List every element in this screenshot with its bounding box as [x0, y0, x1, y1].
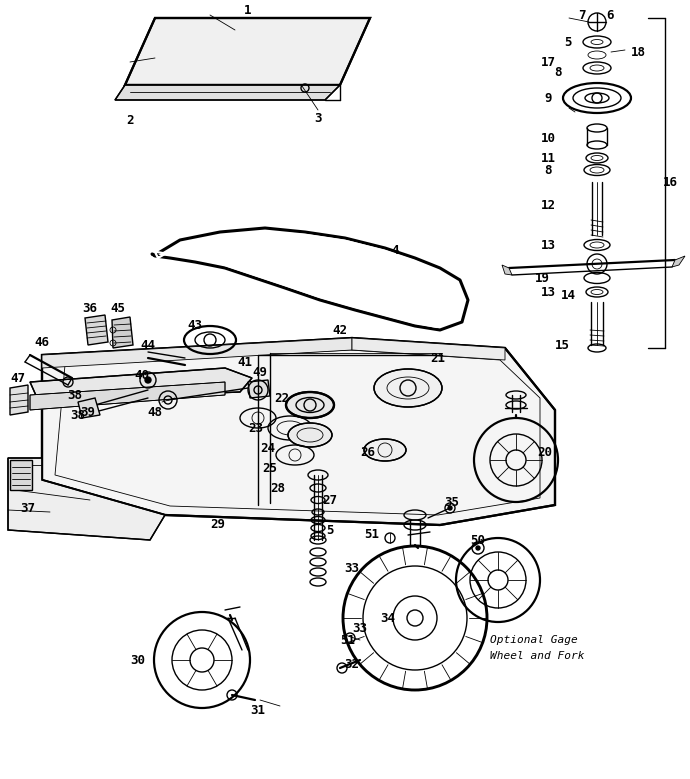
- Polygon shape: [42, 338, 555, 525]
- Ellipse shape: [374, 369, 442, 407]
- Text: 13: 13: [540, 238, 555, 252]
- Circle shape: [448, 506, 452, 510]
- Ellipse shape: [364, 439, 406, 461]
- Polygon shape: [10, 385, 28, 415]
- Text: 13: 13: [540, 285, 555, 298]
- Text: 46: 46: [34, 336, 50, 348]
- Text: 21: 21: [431, 351, 446, 365]
- Text: 9: 9: [544, 91, 552, 104]
- Text: 47: 47: [10, 372, 26, 385]
- Polygon shape: [78, 398, 100, 418]
- Text: 25: 25: [262, 461, 277, 474]
- Text: 16: 16: [662, 175, 678, 189]
- Polygon shape: [672, 256, 685, 267]
- Polygon shape: [85, 315, 108, 345]
- Text: 38: 38: [70, 408, 86, 421]
- Text: 50: 50: [471, 534, 486, 547]
- Text: 14: 14: [560, 288, 575, 301]
- Polygon shape: [352, 338, 505, 360]
- Polygon shape: [8, 458, 165, 540]
- Text: 7: 7: [578, 9, 586, 22]
- Text: Wheel and Fork: Wheel and Fork: [490, 651, 584, 661]
- Text: 22: 22: [275, 392, 290, 404]
- Text: 10: 10: [540, 132, 555, 144]
- Text: 44: 44: [141, 339, 155, 351]
- Text: 24: 24: [261, 442, 275, 454]
- Polygon shape: [30, 368, 252, 400]
- Text: 17: 17: [540, 55, 555, 69]
- Ellipse shape: [288, 423, 332, 447]
- Polygon shape: [115, 85, 340, 100]
- Text: 36: 36: [83, 301, 97, 315]
- Text: 29: 29: [210, 519, 226, 531]
- Text: 1: 1: [244, 3, 252, 16]
- Text: 4: 4: [391, 244, 399, 256]
- Polygon shape: [42, 338, 352, 368]
- Text: 49: 49: [253, 365, 268, 379]
- Text: 3: 3: [314, 111, 322, 125]
- Text: 43: 43: [188, 319, 202, 332]
- Text: 5: 5: [564, 36, 572, 48]
- Text: 32: 32: [344, 658, 359, 671]
- Text: 30: 30: [130, 654, 146, 667]
- Circle shape: [145, 377, 151, 383]
- Text: 33: 33: [344, 562, 359, 574]
- Text: 42: 42: [333, 323, 348, 337]
- Text: 8: 8: [554, 65, 562, 79]
- Polygon shape: [248, 380, 270, 398]
- Text: 28: 28: [270, 481, 286, 495]
- Text: 12: 12: [540, 199, 555, 212]
- Text: 18: 18: [631, 45, 646, 58]
- Text: 45: 45: [110, 301, 126, 315]
- Text: 38: 38: [68, 389, 83, 401]
- Text: 51: 51: [364, 528, 380, 541]
- Text: 35: 35: [444, 495, 460, 509]
- Text: 41: 41: [237, 355, 253, 368]
- Polygon shape: [30, 382, 225, 410]
- Polygon shape: [10, 460, 32, 490]
- Polygon shape: [125, 18, 370, 85]
- Text: 34: 34: [380, 612, 395, 625]
- Text: 6: 6: [607, 9, 613, 22]
- Text: 33: 33: [353, 622, 368, 635]
- Text: 2: 2: [126, 114, 134, 126]
- Text: 48: 48: [148, 406, 163, 418]
- Text: 19: 19: [535, 272, 549, 284]
- Text: 5: 5: [326, 523, 334, 537]
- Text: 51: 51: [340, 633, 355, 647]
- Text: 26: 26: [360, 446, 375, 459]
- Text: 27: 27: [322, 494, 337, 506]
- Polygon shape: [112, 317, 133, 348]
- Text: 11: 11: [540, 151, 555, 164]
- Polygon shape: [502, 265, 512, 275]
- Text: Optional Gage: Optional Gage: [490, 635, 578, 645]
- Text: 23: 23: [248, 421, 264, 435]
- Text: 15: 15: [555, 339, 569, 351]
- Text: 31: 31: [250, 703, 266, 717]
- Text: 37: 37: [21, 502, 35, 514]
- Text: 20: 20: [538, 446, 553, 459]
- Circle shape: [476, 546, 480, 550]
- Text: 40: 40: [135, 368, 150, 382]
- Text: 39: 39: [81, 406, 95, 418]
- Text: 8: 8: [544, 164, 552, 177]
- Ellipse shape: [286, 392, 334, 418]
